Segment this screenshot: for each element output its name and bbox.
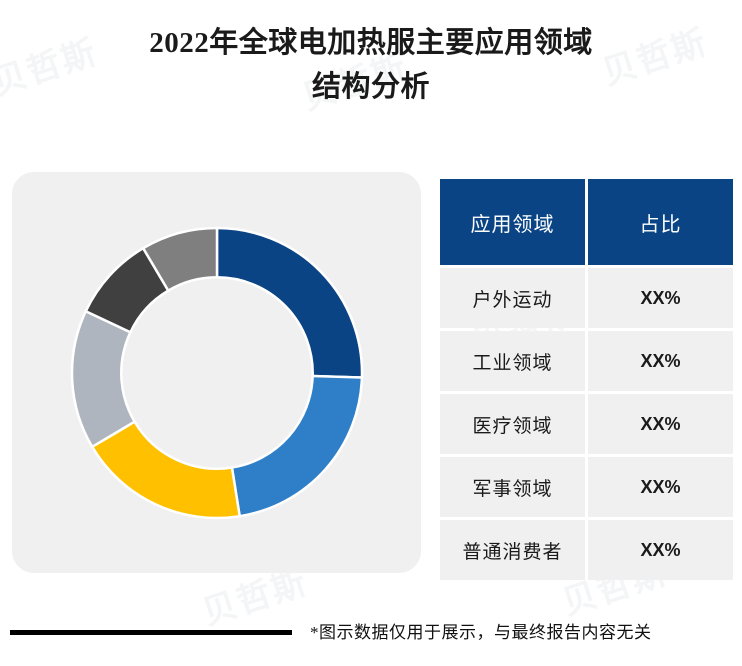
cell-application-field: 军事领域: [440, 457, 585, 517]
donut-segment: [89, 419, 241, 519]
table-row: 普通消费者 XX%: [440, 520, 733, 580]
table-body: 户外运动 XX% 工业领域 XX% 医疗领域 XX% 军事领域 XX% 普通消费者 XX%: [440, 268, 733, 580]
donut-segment: [230, 374, 363, 518]
donut-segment: [140, 226, 218, 292]
page-title-line-2: 结构分析: [311, 70, 430, 103]
donut-segment: [70, 309, 136, 449]
column-header-share: 占比: [588, 179, 733, 265]
cell-application-field: 工业领域: [440, 331, 585, 391]
application-share-table: 应用领域 占比 户外运动 XX% 工业领域 XX% 医疗领域 XX% 军事领域 XX% 普通消费…: [437, 176, 736, 583]
table-row: 工业领域 XX%: [440, 331, 733, 391]
cell-share-value: XX%: [588, 457, 733, 517]
cell-application-field: 普通消费者: [440, 520, 585, 580]
cell-application-field: 医疗领域: [440, 394, 585, 454]
table-row: 军事领域 XX%: [440, 457, 733, 517]
footer-divider-rule: [10, 630, 292, 635]
cell-share-value: XX%: [588, 520, 733, 580]
donut-segment: [215, 226, 363, 379]
cell-share-value: XX%: [588, 394, 733, 454]
chart-panel: [12, 172, 421, 573]
table-row: 医疗领域 XX%: [440, 394, 733, 454]
donut-chart: [67, 223, 367, 523]
table-header: 应用领域 占比: [440, 179, 733, 265]
footer-disclaimer-note: *图示数据仅用于展示，与最终报告内容无关: [310, 623, 652, 642]
donut-chart-svg: [70, 226, 363, 519]
table-header-row: 应用领域 占比: [440, 179, 733, 265]
table-row: 户外运动 XX%: [440, 268, 733, 328]
page-title: 2022年全球电加热服主要应用领域 结构分析: [0, 22, 742, 109]
cell-share-value: XX%: [588, 268, 733, 328]
column-header-field: 应用领域: [440, 179, 585, 265]
cell-application-field: 户外运动: [440, 268, 585, 328]
page-title-line-1: 2022年全球电加热服主要应用领域: [149, 27, 593, 59]
cell-share-value: XX%: [588, 331, 733, 391]
